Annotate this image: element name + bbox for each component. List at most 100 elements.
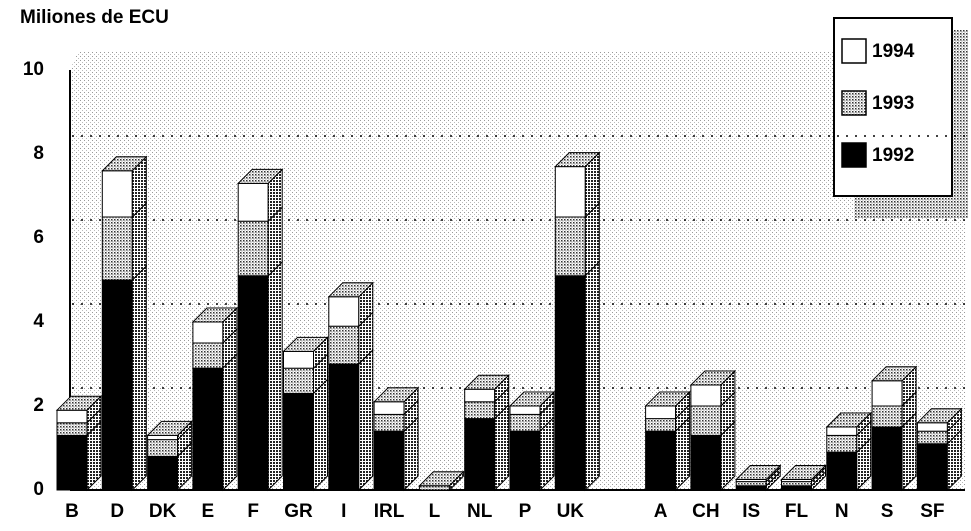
- bar: [871, 426, 903, 491]
- bar: [192, 321, 224, 344]
- bar: [56, 434, 88, 491]
- bar-top: [191, 307, 239, 323]
- legend-label: 1993: [872, 93, 914, 114]
- x-tick-label: SF: [920, 501, 944, 522]
- bar: [781, 485, 812, 491]
- bar: [464, 401, 496, 420]
- bar-top: [327, 282, 375, 298]
- x-tick-label: L: [429, 501, 441, 522]
- bar: [373, 413, 405, 432]
- x-tick-label: NL: [467, 501, 493, 522]
- bar: [464, 418, 496, 491]
- bar-top: [236, 168, 284, 184]
- x-tick-label: FL: [785, 501, 809, 522]
- bar: [735, 481, 767, 487]
- bar: [328, 325, 360, 365]
- x-tick-label: B: [65, 501, 79, 522]
- bar: [871, 405, 903, 428]
- bar: [645, 430, 677, 491]
- y-tick-label: 2: [33, 395, 44, 416]
- bar-top: [689, 370, 737, 386]
- x-tick-label: P: [519, 501, 532, 522]
- bar: [690, 405, 722, 436]
- bar-side: [267, 260, 283, 492]
- bar: [916, 443, 948, 491]
- bar: [509, 405, 541, 415]
- bar: [554, 216, 586, 277]
- bar: [826, 426, 858, 436]
- x-tick-label: S: [881, 501, 894, 522]
- x-tick-label: A: [654, 501, 668, 522]
- bar: [916, 422, 948, 432]
- bar-side: [584, 260, 600, 492]
- bar-top: [734, 465, 782, 480]
- bar-top: [101, 156, 148, 172]
- bar-side: [494, 403, 510, 492]
- bar: [871, 380, 903, 407]
- bar: [509, 413, 541, 432]
- bar-top: [418, 471, 465, 487]
- bar: [418, 485, 450, 491]
- bar-top: [146, 420, 193, 436]
- bar: [147, 455, 179, 491]
- bar: [328, 363, 360, 491]
- bar: [101, 279, 133, 491]
- x-tick-label: GR: [284, 501, 313, 522]
- y-tick-label: 4: [33, 311, 44, 332]
- bar: [781, 481, 812, 487]
- y-tick-label: 0: [33, 479, 44, 500]
- x-tick-label: UK: [557, 501, 585, 522]
- bar: [56, 422, 88, 436]
- bar: [328, 296, 360, 327]
- bar: [237, 182, 269, 222]
- bar-top: [825, 412, 873, 428]
- x-tick-label: F: [247, 501, 259, 522]
- bar: [147, 434, 179, 441]
- bar-top: [870, 366, 918, 382]
- bar-top: [55, 395, 103, 411]
- bar-side: [358, 348, 374, 492]
- bar-top: [780, 465, 827, 480]
- bar: [735, 485, 767, 491]
- y-tick-label: 8: [33, 143, 44, 164]
- legend-swatch: [841, 142, 867, 168]
- y-axis-label: Miliones de ECU: [20, 7, 169, 28]
- bar: [237, 275, 269, 491]
- y-tick-label: 6: [33, 227, 44, 248]
- legend-swatch: [841, 38, 867, 64]
- bar: [237, 220, 269, 277]
- x-tick-label: E: [202, 501, 215, 522]
- bar: [645, 418, 677, 432]
- bar: [373, 401, 405, 415]
- bar: [101, 170, 133, 218]
- bar: [464, 388, 496, 403]
- bar: [826, 451, 858, 491]
- legend-label: 1994: [872, 41, 915, 62]
- legend-swatch: [841, 90, 867, 116]
- legend-label: 1992: [872, 145, 914, 166]
- bar: [147, 439, 179, 457]
- bar-top: [282, 336, 329, 352]
- x-tick-label: CH: [692, 501, 719, 522]
- bar-top: [644, 391, 691, 407]
- bar: [690, 384, 722, 407]
- bar: [192, 342, 224, 369]
- x-tick-label: N: [835, 501, 849, 522]
- bar: [283, 367, 314, 394]
- bar: [554, 166, 586, 218]
- bar: [690, 434, 722, 491]
- x-tick-label: DK: [149, 501, 177, 522]
- bar-side: [222, 352, 238, 492]
- bar: [916, 430, 948, 445]
- bar: [56, 409, 88, 424]
- bar-top: [554, 152, 601, 168]
- bar: [645, 405, 677, 420]
- bar: [283, 350, 314, 369]
- y-tick-label: 10: [23, 59, 44, 80]
- bar: [554, 275, 586, 491]
- x-tick-label: D: [110, 501, 124, 522]
- bar-top: [463, 374, 510, 390]
- x-tick-label: I: [341, 501, 346, 522]
- bar: [509, 430, 541, 491]
